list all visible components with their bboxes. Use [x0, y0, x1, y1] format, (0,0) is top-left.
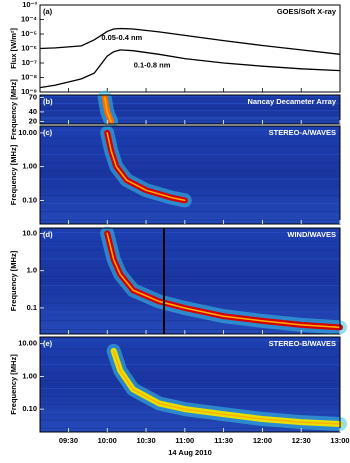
burst-core — [106, 132, 186, 202]
x-tick-label: 12:30 — [292, 436, 311, 445]
x-tick-label: 11:30 — [214, 436, 233, 445]
flux-line — [39, 27, 341, 55]
x-tick-label: 13:00 — [330, 436, 349, 445]
y-tick-label: 10.00 — [18, 128, 37, 137]
y-axis-label: Frequency [MHz] — [9, 144, 18, 205]
panel-frame — [39, 125, 341, 225]
panel-frame — [39, 94, 341, 125]
y-tick-label: 10⁻³ — [22, 0, 37, 9]
y-axis-label: Frequency [MHz] — [9, 354, 18, 415]
panel-title: Nancay Decameter Array — [247, 97, 336, 106]
panel-label: (a) — [43, 7, 53, 16]
panel-label: (e) — [43, 339, 53, 348]
x-tick-label: 10:30 — [136, 436, 155, 445]
panel-title: WIND/WAVES — [287, 230, 336, 239]
y-tick-label: 0.1 — [27, 303, 37, 312]
spectrogram-background — [40, 228, 340, 334]
y-tick-label: 10.00 — [18, 339, 37, 348]
y-tick-label: 10⁻⁴ — [21, 14, 37, 23]
panel-label: (d) — [43, 230, 53, 239]
series-label: 0.1-0.8 nm — [134, 61, 171, 70]
flux-line — [39, 49, 341, 89]
panel-title: STEREO-B/WAVES — [269, 339, 336, 348]
panel-label: (b) — [43, 97, 53, 106]
data-gap — [163, 228, 165, 334]
y-axis-label: Frequency [MHz] — [9, 250, 18, 311]
panel-label: (c) — [43, 128, 53, 137]
y-tick-label: 10⁻⁵ — [21, 29, 37, 38]
panel-title: STEREO-A/WAVES — [269, 128, 336, 137]
y-tick-label: 1.0 — [27, 266, 37, 275]
y-tick-label: 20 — [29, 117, 37, 126]
y-tick-label: 1.00 — [22, 371, 37, 380]
series-label: 0.05-0.4 nm — [101, 33, 142, 42]
y-tick-label: 0.10 — [22, 195, 37, 204]
y-tick-label: 10⁻⁸ — [21, 72, 37, 81]
spectrogram-background — [40, 126, 340, 224]
burst-core — [106, 232, 341, 329]
burst-core — [112, 350, 341, 425]
y-tick-label: 10⁻⁷ — [22, 58, 37, 67]
spectrogram-background — [40, 95, 340, 124]
y-tick-label: 40 — [29, 107, 37, 116]
y-tick-label: 70 — [29, 92, 37, 101]
y-axis-label: Flux [W/m²] — [9, 28, 18, 69]
x-tick-label: 10:00 — [98, 436, 117, 445]
burst-core — [103, 96, 112, 123]
plot-area — [40, 5, 340, 92]
y-tick-label: 10.0 — [22, 228, 37, 237]
y-axis-label: Frequency [MHz] — [9, 79, 18, 140]
y-tick-label: 0.10 — [22, 404, 37, 413]
panel-frame — [39, 336, 341, 433]
x-axis-label: 14 Aug 2010 — [168, 448, 212, 457]
x-tick-label: 12:00 — [253, 436, 272, 445]
y-tick-label: 10⁻⁶ — [21, 43, 37, 52]
panel-title: GOES/Soft X-ray — [277, 7, 337, 16]
y-tick-label: 10⁻⁹ — [21, 87, 37, 96]
x-tick-label: 11:00 — [175, 436, 194, 445]
panel-frame — [39, 227, 341, 335]
x-tick-label: 09:30 — [59, 436, 78, 445]
y-tick-label: 1.00 — [22, 162, 37, 171]
